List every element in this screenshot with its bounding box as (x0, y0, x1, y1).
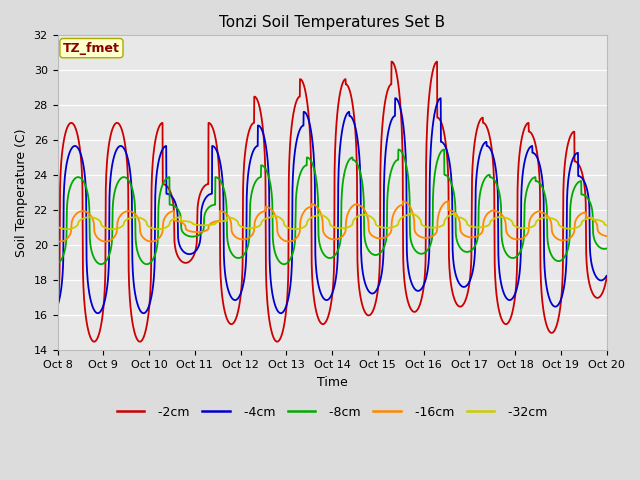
-2cm (513, 274, 520, 280)
-4cm (603, 273, 611, 279)
-2cm (244, 131, 252, 136)
-4cm (391, 96, 399, 101)
Line: -4cm: -4cm (58, 98, 607, 313)
Line: -16cm: -16cm (58, 201, 607, 241)
-8cm (513, 253, 520, 259)
-8cm (452, 221, 460, 227)
-16cm (101, 239, 109, 244)
-2cm (452, 299, 460, 305)
-32cm (452, 214, 460, 220)
-32cm (244, 226, 252, 231)
-32cm (256, 223, 264, 228)
-2cm (90, 339, 98, 345)
Y-axis label: Soil Temperature (C): Soil Temperature (C) (15, 129, 28, 257)
-8cm (244, 241, 252, 247)
-16cm (399, 198, 407, 204)
Text: TZ_fmet: TZ_fmet (63, 42, 120, 55)
-32cm (444, 214, 452, 219)
Line: -32cm: -32cm (58, 214, 607, 229)
-8cm (256, 175, 264, 180)
-16cm (452, 211, 460, 216)
-32cm (513, 224, 520, 230)
-16cm (603, 233, 611, 239)
-4cm (513, 286, 520, 292)
-8cm (444, 174, 452, 180)
-8cm (54, 261, 61, 266)
-32cm (603, 223, 611, 228)
Title: Tonzi Soil Temperatures Set B: Tonzi Soil Temperatures Set B (219, 15, 445, 30)
-8cm (394, 147, 402, 153)
-32cm (63, 226, 70, 232)
-2cm (256, 105, 264, 111)
-4cm (101, 296, 109, 302)
X-axis label: Time: Time (317, 376, 348, 389)
-2cm (388, 59, 396, 64)
-8cm (603, 246, 611, 252)
-32cm (101, 225, 109, 230)
-8cm (97, 261, 105, 267)
-4cm (244, 170, 252, 176)
-4cm (452, 271, 460, 277)
-4cm (444, 152, 452, 158)
-32cm (54, 224, 61, 229)
Legend:  -2cm,  -4cm,  -8cm,  -16cm,  -32cm: -2cm, -4cm, -8cm, -16cm, -32cm (111, 401, 552, 424)
-16cm (54, 239, 61, 244)
-16cm (444, 198, 452, 204)
Line: -2cm: -2cm (58, 61, 607, 342)
-2cm (444, 169, 452, 175)
-4cm (94, 311, 102, 316)
-16cm (513, 237, 520, 242)
-2cm (101, 276, 109, 282)
-8cm (101, 259, 109, 265)
-16cm (56, 239, 63, 244)
-4cm (54, 303, 61, 309)
-2cm (603, 275, 611, 281)
-16cm (256, 211, 264, 216)
-2cm (54, 306, 61, 312)
-32cm (406, 211, 413, 216)
-4cm (256, 123, 264, 129)
Line: -8cm: -8cm (58, 150, 607, 264)
-16cm (244, 235, 252, 241)
